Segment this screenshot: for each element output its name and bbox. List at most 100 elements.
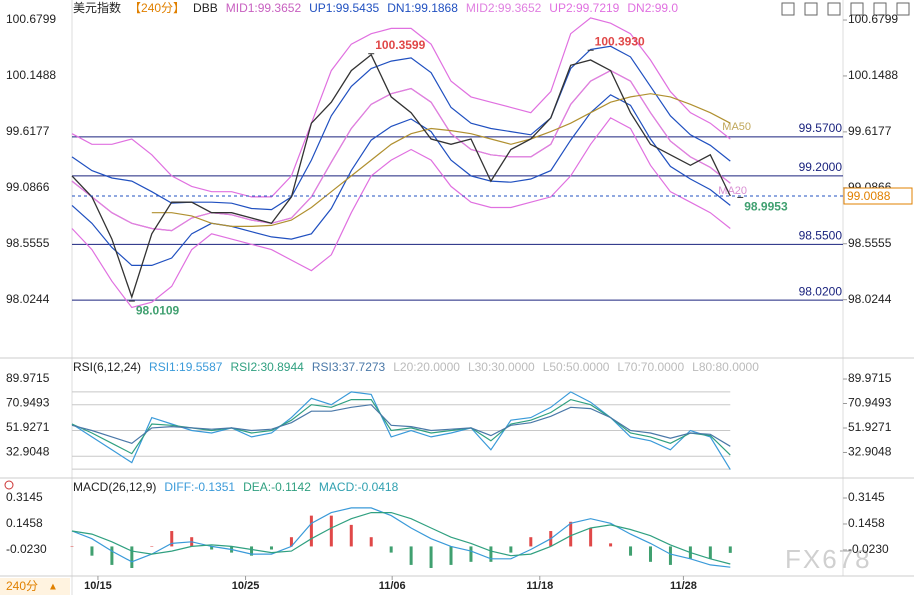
macd-bar bbox=[90, 546, 94, 556]
macd-bar bbox=[70, 546, 74, 547]
settings-icon[interactable] bbox=[4, 480, 14, 490]
macd-bar bbox=[569, 521, 573, 547]
panel-title: RSI(6,12,24) bbox=[73, 360, 141, 374]
level-label: 98.0200 bbox=[799, 284, 843, 298]
macd-bar bbox=[130, 546, 134, 568]
tool-button[interactable] bbox=[781, 2, 795, 16]
legend-entry: RSI1:19.5587 bbox=[149, 360, 223, 374]
level-label: 99.5700 bbox=[799, 121, 843, 135]
panel-title: 美元指数 bbox=[73, 0, 121, 15]
price-line bbox=[71, 53, 731, 300]
y-tick-label: 51.9271 bbox=[6, 420, 50, 434]
y-tick-label: 100.1488 bbox=[848, 68, 898, 82]
panel-title: MACD(26,12,9) bbox=[73, 480, 156, 494]
macd-bar bbox=[429, 546, 433, 568]
macd-bar bbox=[110, 546, 114, 565]
y-tick-label: 0.1458 bbox=[6, 516, 43, 530]
legend-entry: UP1:99.5435 bbox=[309, 1, 379, 15]
legend-entry: L80:80.0000 bbox=[692, 360, 759, 374]
x-tick-label: 10/15 bbox=[84, 580, 112, 592]
macd-bar bbox=[329, 515, 333, 547]
legend-entry: MACD:-0.0418 bbox=[319, 480, 399, 494]
y-tick-label: -0.0230 bbox=[6, 542, 47, 556]
y-tick-label: 99.6177 bbox=[848, 124, 892, 138]
tool-button[interactable] bbox=[804, 2, 818, 16]
y-tick-label: -0.0230 bbox=[848, 542, 889, 556]
macd-bar bbox=[369, 537, 373, 547]
macd-bar bbox=[210, 546, 214, 550]
y-tick-label: 89.9715 bbox=[6, 371, 50, 385]
macd-bar bbox=[489, 546, 493, 562]
macd-bar bbox=[629, 546, 633, 556]
line-label: MA20 bbox=[718, 185, 747, 197]
period-label[interactable]: 240分 bbox=[6, 579, 38, 593]
macd-bar bbox=[668, 546, 672, 565]
y-tick-label: 70.9493 bbox=[6, 396, 50, 410]
toolbar[interactable] bbox=[781, 2, 910, 16]
last-price-label: 99.0088 bbox=[847, 189, 891, 203]
macd-bar bbox=[389, 546, 393, 553]
y-tick-label: 0.3145 bbox=[6, 490, 43, 504]
series-line bbox=[71, 404, 731, 447]
tool-button[interactable] bbox=[827, 2, 841, 16]
y-tick-label: 0.3145 bbox=[848, 490, 885, 504]
macd-bar bbox=[349, 524, 353, 547]
y-tick-label: 51.9271 bbox=[848, 420, 892, 434]
macd-bar bbox=[289, 537, 293, 547]
y-tick-label: 70.9493 bbox=[848, 396, 892, 410]
y-tick-label: 100.1488 bbox=[6, 68, 56, 82]
y-tick-label: 99.6177 bbox=[6, 124, 50, 138]
level-label: 99.2000 bbox=[799, 160, 843, 174]
legend-entry: RSI3:37.7273 bbox=[312, 360, 386, 374]
macd-bar bbox=[449, 546, 453, 565]
series-line bbox=[71, 117, 731, 309]
legend-entry: MID1:99.3652 bbox=[226, 1, 302, 15]
legend-entry: DN2:99.0 bbox=[627, 1, 678, 15]
legend-entry: L30:30.0000 bbox=[468, 360, 535, 374]
period-button[interactable] bbox=[0, 578, 70, 595]
legend-entry: DEA:-0.1142 bbox=[243, 480, 311, 494]
macd-bar bbox=[609, 543, 613, 547]
macd-bar bbox=[409, 546, 413, 565]
y-tick-label: 98.0244 bbox=[848, 292, 892, 306]
legend-entry: MID2:99.3652 bbox=[466, 1, 542, 15]
legend-entry: L70:70.0000 bbox=[617, 360, 684, 374]
macd-bar bbox=[309, 515, 313, 547]
series-line bbox=[71, 69, 731, 232]
macd-bar bbox=[728, 546, 732, 553]
y-tick-label: 89.9715 bbox=[848, 371, 892, 385]
period: 【240分】 bbox=[129, 1, 185, 15]
y-tick-label: 98.5555 bbox=[6, 236, 50, 250]
extreme-label: 98.0109 bbox=[136, 303, 180, 317]
x-tick-label: 11/18 bbox=[526, 580, 553, 592]
period-arrow[interactable]: ▲ bbox=[48, 582, 58, 593]
y-tick-label: 100.6799 bbox=[848, 12, 898, 26]
extreme-label: 100.3930 bbox=[595, 34, 645, 48]
macd-bar bbox=[648, 546, 652, 562]
extreme-label: 98.9953 bbox=[744, 200, 788, 214]
x-tick-label: 11/06 bbox=[379, 580, 406, 592]
line-label: MA50 bbox=[722, 121, 751, 133]
macd-bar bbox=[469, 546, 473, 562]
tool-button[interactable] bbox=[896, 2, 910, 16]
series-line bbox=[71, 507, 731, 568]
y-tick-label: 98.5555 bbox=[848, 236, 892, 250]
macd-bar bbox=[529, 537, 533, 547]
macd-bar bbox=[589, 527, 593, 547]
level-label: 98.5500 bbox=[799, 228, 843, 242]
legend-entry: L20:20.0000 bbox=[393, 360, 460, 374]
extreme-label: 100.3599 bbox=[375, 38, 425, 52]
macd-bar bbox=[150, 546, 154, 547]
legend-entry: DN1:99.1868 bbox=[387, 1, 458, 15]
legend-entry: L50:50.0000 bbox=[543, 360, 610, 374]
y-tick-label: 99.0866 bbox=[6, 180, 50, 194]
tool-button[interactable] bbox=[850, 2, 864, 16]
y-tick-label: 100.6799 bbox=[6, 12, 56, 26]
y-tick-label: 32.9048 bbox=[6, 445, 50, 459]
tool-button[interactable] bbox=[873, 2, 887, 16]
series-line bbox=[151, 93, 731, 227]
last-price-box bbox=[843, 187, 913, 205]
